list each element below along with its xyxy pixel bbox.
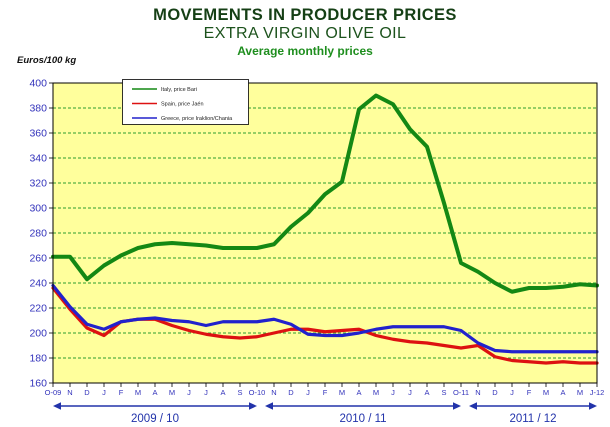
x-tick-label-o-11-24: O-11 (453, 388, 469, 397)
season-arrow-left-head-2009-10 (53, 402, 61, 410)
y-tick-label-320: 320 (29, 178, 47, 190)
x-tick-label-a-18: A (356, 388, 361, 397)
x-tick-label-d-14: D (288, 388, 294, 397)
legend-box (122, 79, 249, 125)
y-tick-label-400: 400 (29, 78, 47, 90)
x-tick-label-j-12-32: J-12 (590, 388, 605, 397)
x-tick-label-o-10-12: O-10 (249, 388, 266, 397)
x-tick-label-j-21: J (408, 388, 412, 397)
x-tick-label-d-2: D (84, 388, 90, 397)
x-tick-label-a-30: A (560, 388, 565, 397)
x-tick-label-n-13: N (271, 388, 276, 397)
y-tick-label-180: 180 (29, 353, 47, 365)
x-tick-label-j-8: J (187, 388, 191, 397)
y-tick-label-300: 300 (29, 203, 47, 215)
chart-subtitle: EXTRA VIRGIN OLIVE OIL (203, 25, 407, 42)
plot-border (52, 82, 598, 384)
x-tick-label-f-28: F (527, 388, 532, 397)
x-tick-label-m-31: M (577, 388, 583, 397)
x-tick-label-m-19: M (373, 388, 379, 397)
x-tick-label-n-1: N (67, 388, 72, 397)
season-arrow-right-head-2010-11 (453, 402, 461, 410)
series-line-greece-price-iraklion-chania (51, 283, 599, 354)
legend-label-italy-price-bari: Italy, price Bari (161, 87, 197, 93)
y-tick-label-260: 260 (29, 253, 47, 265)
x-tick-label-j-15: J (306, 388, 310, 397)
x-tick-label-j-27: J (510, 388, 514, 397)
y-tick-label-220: 220 (29, 303, 47, 315)
y-tick-label-340: 340 (29, 153, 47, 165)
x-tick-label-s-23: S (441, 388, 446, 397)
x-tick-label-a-22: A (424, 388, 429, 397)
x-tick-label-s-11: S (237, 388, 242, 397)
y-tick-label-240: 240 (29, 278, 47, 290)
y-tick-label-280: 280 (29, 228, 47, 240)
y-tick-label-380: 380 (29, 103, 47, 115)
x-tick-label-a-6: A (152, 388, 157, 397)
x-tick-label-d-26: D (492, 388, 498, 397)
x-tick-label-f-4: F (119, 388, 124, 397)
season-arrow-left-head-2011-12 (469, 402, 477, 410)
x-tick-label-m-7: M (169, 388, 175, 397)
x-tick-label-j-9: J (204, 388, 208, 397)
season-label-2010-11: 2010 / 11 (339, 413, 386, 425)
y-tick-label-360: 360 (29, 128, 47, 140)
x-tick-label-m-29: M (543, 388, 549, 397)
y-tick-label-200: 200 (29, 328, 47, 340)
series-line-italy-price-bari (51, 93, 599, 294)
y-axis-unit-label: Euros/100 kg (17, 55, 77, 66)
season-label-2009-10: 2009 / 10 (131, 413, 179, 425)
x-tick-label-n-25: N (475, 388, 480, 397)
x-tick-label-f-16: F (323, 388, 328, 397)
x-tick-label-o-09-0: O-09 (45, 388, 62, 397)
legend-label-greece-price-iraklion-chania: Greece, price Iraklion/Chania (161, 116, 233, 122)
season-label-2011-12: 2011 / 12 (509, 413, 556, 425)
x-tick-label-m-17: M (339, 388, 345, 397)
season-arrow-right-head-2011-12 (589, 402, 597, 410)
legend-label-spain-price-ja-n: Spain, price Jaén (161, 102, 204, 108)
season-arrow-right-head-2009-10 (249, 402, 257, 410)
x-tick-label-a-10: A (220, 388, 225, 397)
x-tick-label-j-20: J (391, 388, 395, 397)
x-tick-label-m-5: M (135, 388, 141, 397)
chart-title: MOVEMENTS IN PRODUCER PRICES (153, 6, 457, 24)
season-arrow-left-head-2010-11 (265, 402, 273, 410)
y-tick-label-160: 160 (29, 378, 47, 390)
chart-caption: Average monthly prices (237, 44, 373, 58)
x-tick-label-j-3: J (102, 388, 106, 397)
